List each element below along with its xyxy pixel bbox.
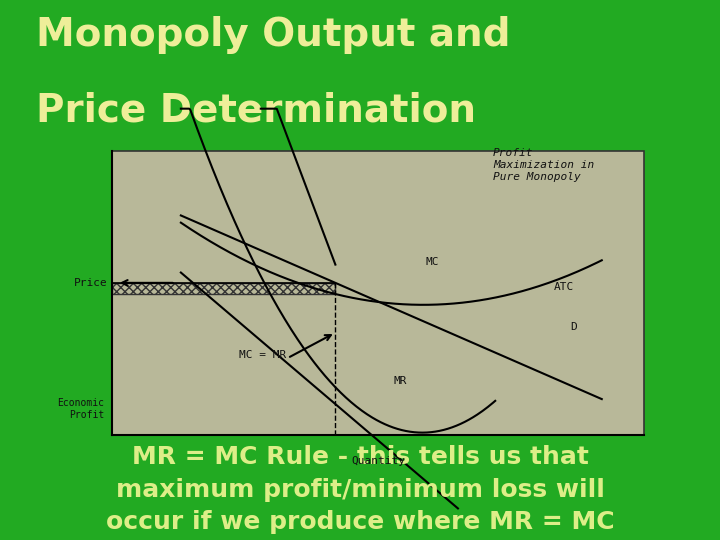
Text: MR: MR — [394, 376, 408, 386]
Text: Profit
Maximization in
Pure Monopoly: Profit Maximization in Pure Monopoly — [493, 148, 595, 181]
Text: Price: Price — [74, 278, 108, 288]
Text: D: D — [570, 322, 577, 332]
Text: Quantity: Quantity — [351, 456, 405, 467]
Text: Economic
Profit: Economic Profit — [58, 399, 104, 420]
Text: MR = MC Rule - this tells us that: MR = MC Rule - this tells us that — [132, 446, 588, 469]
Text: MC = MR: MC = MR — [240, 350, 287, 360]
Bar — [112, 283, 336, 294]
Bar — [112, 151, 644, 435]
Text: ATC: ATC — [554, 282, 574, 292]
Text: MC: MC — [426, 256, 439, 267]
Text: occur if we produce where MR = MC: occur if we produce where MR = MC — [106, 510, 614, 534]
Text: Monopoly Output and: Monopoly Output and — [36, 16, 510, 54]
Text: maximum profit/minimum loss will: maximum profit/minimum loss will — [116, 478, 604, 502]
Text: Price Determination: Price Determination — [36, 92, 476, 130]
